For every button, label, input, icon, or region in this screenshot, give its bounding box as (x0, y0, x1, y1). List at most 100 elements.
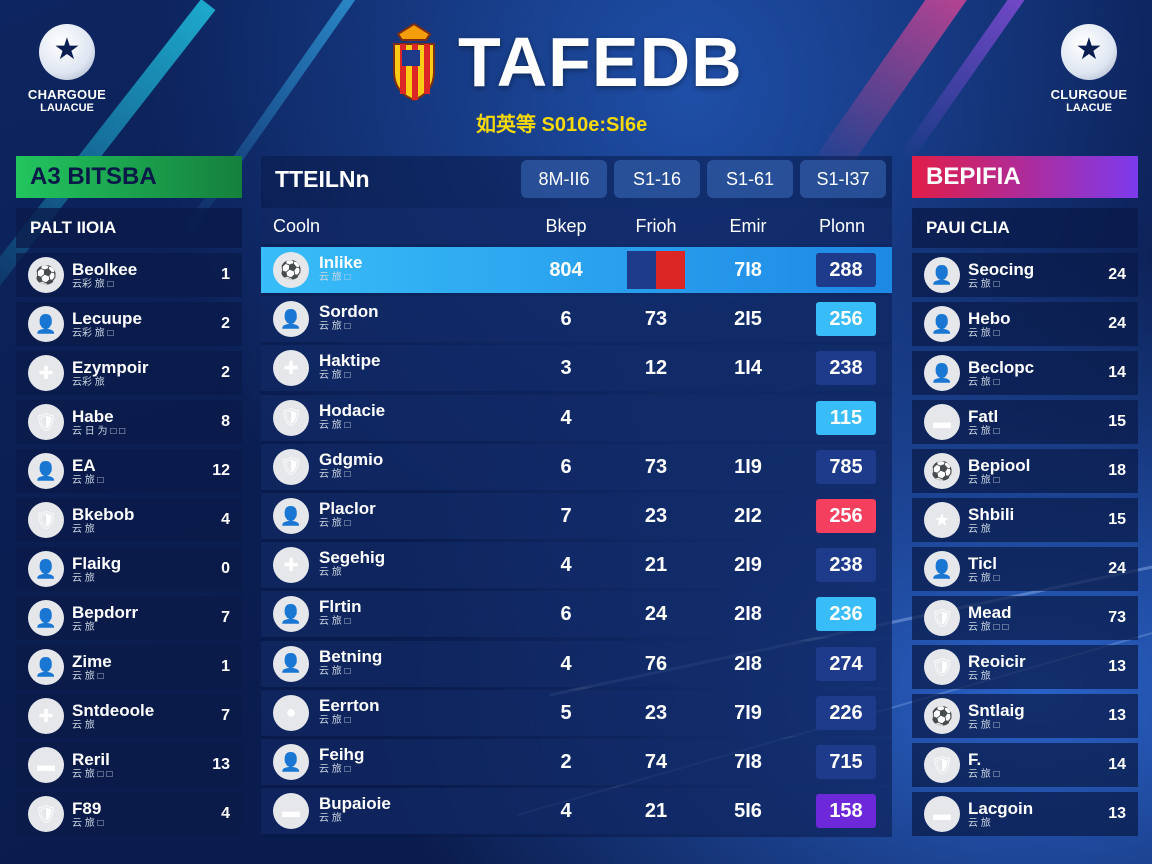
table-row[interactable]: ● Eerrton 云 旅 □ 5 23 7I9 226 (261, 689, 892, 736)
team-badge-icon: 👤 (273, 596, 309, 633)
list-item[interactable]: ⚽ Bepiool 云 旅 □ 18 (912, 449, 1138, 493)
list-item[interactable]: ✚ Ezympoir 云彩 旅 2 (16, 351, 242, 395)
table-row[interactable]: 👤 Feihg 云 旅 □ 2 74 7I8 715 (261, 739, 892, 785)
right-panel: BEPIFIA PAUI CLIA 👤 Seocing 云 旅 □ 24 👤 Hebo 云 … (912, 156, 1138, 836)
list-item[interactable]: ⚽ Beolkee 云彩 旅 □ 1 (16, 253, 242, 297)
team-value: 1 (221, 266, 230, 283)
team-subtitle: 云 旅 □ (319, 419, 351, 431)
team-badge-icon: 👤 (28, 551, 64, 587)
team-name: Reoicir (968, 651, 1026, 671)
table-row[interactable]: 🛡 Hodacie 云 旅 □ 4 115 (261, 394, 892, 441)
team-name: Flaikg (72, 553, 122, 573)
column-header[interactable]: Plonn (818, 216, 866, 236)
list-item[interactable]: 👤 Seocing 云 旅 □ 24 (912, 253, 1138, 297)
team-name-block: Bupaioie 云 旅 (319, 794, 391, 825)
team-subtitle: 云 旅 □ (319, 272, 351, 283)
cell-bkep: 2 (560, 751, 572, 773)
table-row[interactable]: ⚽ Inlike 云 旅 □ 804 7I8 288 (261, 247, 892, 293)
team-subtitle: 云 旅 □ (968, 376, 1000, 388)
table-row[interactable]: 🛡 Gdgmio 云 旅 □ 6 73 1I9 785 (261, 443, 892, 490)
team-badge-icon: 🛡 (273, 399, 309, 436)
list-item[interactable]: 👤 Zime 云 旅 □ 1 (16, 645, 242, 689)
team-badge-icon: ⚽ (924, 453, 960, 489)
team-name-block: Segehig 云 旅 (319, 548, 385, 579)
list-item[interactable]: ★ Shbili 云 旅 15 (912, 498, 1138, 542)
table-row[interactable]: 👤 Placlor 云 旅 □ 7 23 2I2 256 (261, 493, 892, 539)
cell-frioh: 23 (644, 701, 668, 724)
team-badge-icon: 👤 (28, 600, 64, 636)
right-panel-title: BEPIFIA (912, 156, 1138, 198)
team-name: Placlor (319, 499, 376, 518)
team-name-block: Beclopc 云 旅 □ (968, 358, 1098, 389)
team-name-block: Eerrton 云 旅 □ (319, 696, 379, 727)
table-row[interactable]: ▬ Bupaioie 云 旅 4 21 5I6 158 (261, 788, 892, 835)
team-badge-icon: ⚽ (28, 257, 64, 293)
team-name: Sordon (319, 302, 379, 322)
list-item[interactable]: 👤 EA 云 旅 □ 12 (16, 449, 242, 493)
cell-emir: 1I4 (734, 357, 762, 380)
list-item[interactable]: 🛡 Habe 云 日 为 □ □ 8 (16, 400, 242, 444)
list-item[interactable]: ▬ Lacgoin 云 旅 13 (912, 792, 1138, 836)
tab-4[interactable]: S1-I37 (800, 160, 886, 198)
team-badge-icon: ⚽ (273, 252, 309, 288)
table-row[interactable]: ✚ Segehig 云 旅 4 21 2I9 238 (261, 542, 892, 589)
team-subtitle: 云 旅 □ (968, 425, 1000, 437)
team-badge-icon: 🛡 (924, 747, 960, 783)
cell-bkep: 6 (560, 603, 572, 626)
team-badge-icon: 🛡 (273, 448, 309, 485)
list-item[interactable]: ⚽ Sntlaig 云 旅 □ 13 (912, 694, 1138, 738)
list-item[interactable]: 👤 Beclopc 云 旅 □ 14 (912, 351, 1138, 395)
team-subtitle: 云 旅 □ (319, 370, 351, 382)
column-header[interactable]: Bkep (545, 216, 587, 236)
team-subtitle: 云 旅 (968, 817, 991, 829)
list-item[interactable]: 🛡 Reoicir 云 旅 13 (912, 645, 1138, 689)
list-item[interactable]: 🛡 Bkebob 云 旅 4 (16, 498, 242, 542)
tab-3[interactable]: S1-61 (707, 160, 793, 198)
team-name: Bepiool (968, 455, 1031, 475)
crest-icon (393, 22, 435, 102)
list-item[interactable]: ▬ Fatl 云 旅 □ 15 (912, 400, 1138, 444)
list-item[interactable]: 👤 Bepdorr 云 旅 7 (16, 596, 242, 640)
table-row[interactable]: 👤 Betning 云 旅 □ 4 76 2I8 274 (261, 640, 892, 687)
table-row[interactable]: 👤 Sordon 云 旅 □ 6 73 2I5 256 (261, 296, 892, 343)
cell-frioh: 73 (644, 308, 668, 331)
page-title: TAFEDB (458, 23, 743, 101)
column-header[interactable]: Emir (729, 216, 767, 236)
team-name: Zime (72, 651, 112, 671)
cell-emir: 2I9 (734, 554, 762, 577)
cell-plonn: 715 (816, 745, 876, 779)
team-name-block: Gdgmio 云 旅 □ (319, 450, 383, 481)
table-row[interactable]: 👤 Flrtin 云 旅 □ 6 24 2I8 236 (261, 591, 892, 638)
list-item[interactable]: 👤 Lecuupe 云彩 旅 □ 2 (16, 302, 242, 346)
cell-plonn: 238 (816, 351, 876, 386)
list-item[interactable]: 🛡 F89 云 旅 □ 4 (16, 792, 242, 836)
team-name: F. (968, 749, 982, 769)
team-badge-icon: 👤 (28, 649, 64, 685)
list-item[interactable]: ▬ Reril 云 旅 □ □ 13 (16, 743, 242, 787)
cell-emir: 2I8 (734, 652, 762, 675)
team-badge-icon: 🛡 (28, 502, 64, 538)
cell-emir: 7I9 (734, 701, 762, 724)
table-row[interactable]: ✚ Haktipe 云 旅 □ 3 12 1I4 238 (261, 345, 892, 392)
team-value: 13 (212, 756, 230, 773)
list-item[interactable]: 👤 Hebo 云 旅 □ 24 (912, 302, 1138, 346)
team-subtitle: 云 旅 □ (72, 817, 104, 829)
cell-plonn: 236 (816, 597, 876, 632)
team-name-block: Habe 云 日 为 □ □ (72, 407, 202, 438)
team-name: Hebo (968, 308, 1011, 328)
tab-2[interactable]: S1-16 (614, 160, 700, 198)
list-item[interactable]: 🛡 Mead 云 旅 □ □ 73 (912, 596, 1138, 640)
league-logo-left: CHARGOUE LAUACUE (12, 24, 122, 114)
cell-plonn: 158 (816, 794, 876, 829)
team-name-block: Sordon 云 旅 □ (319, 302, 379, 333)
team-name-block: Inlike 云 旅 □ (319, 253, 362, 284)
team-name: Beolkee (72, 259, 138, 279)
column-header[interactable]: Cooln (273, 216, 321, 236)
tab-1[interactable]: 8M-II6 (521, 160, 607, 198)
list-item[interactable]: 👤 Flaikg 云 旅 0 (16, 547, 242, 591)
list-item[interactable]: ✚ Sntdeoole 云 旅 7 (16, 694, 242, 738)
team-name: Seocing (968, 259, 1035, 279)
list-item[interactable]: 👤 Ticl 云 旅 □ 24 (912, 547, 1138, 591)
column-header[interactable]: Frioh (635, 216, 677, 236)
list-item[interactable]: 🛡 F. 云 旅 □ 14 (912, 743, 1138, 787)
